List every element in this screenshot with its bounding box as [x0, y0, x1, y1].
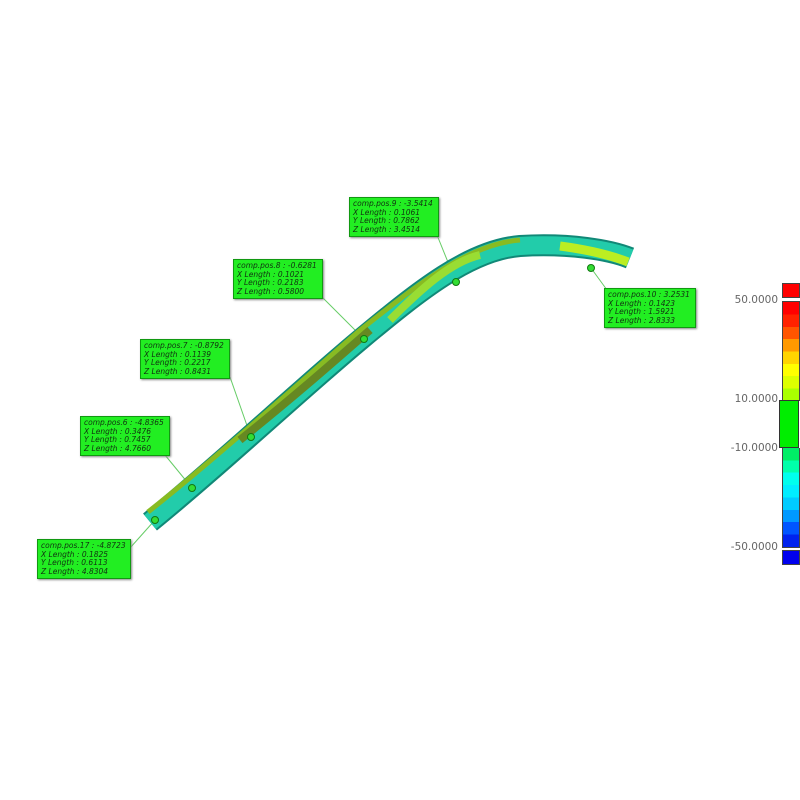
x-length: X Length : 0.1825 — [41, 549, 109, 559]
annotation-comp-pos-9[interactable]: comp.pos.9 : -3.5414 X Length : 0.1061 Y… — [349, 197, 439, 237]
z-length: Z Length : 0.5800 — [237, 286, 305, 296]
scale-label-10: 10.0000 — [734, 393, 778, 405]
annotation-comp-pos-7[interactable]: comp.pos.7 : -0.8792 X Length : 0.1139 Y… — [140, 339, 230, 379]
scale-label-minus-50: -50.0000 — [730, 541, 778, 553]
z-length: Z Length : 4.7660 — [84, 443, 152, 453]
z-length: Z Length : 3.4514 — [353, 224, 421, 234]
x-length: X Length : 0.1423 — [608, 298, 676, 308]
point-17 — [151, 516, 159, 524]
annotation-value: comp.pos.9 : -3.5414 — [353, 199, 433, 208]
tolerance-band — [779, 400, 799, 448]
over-limit-swatch — [782, 283, 800, 298]
measurement-points — [151, 264, 595, 524]
point-6 — [188, 484, 196, 492]
x-length: X Length : 0.1021 — [237, 269, 305, 279]
beam-part — [143, 234, 635, 531]
annotation-comp-pos-8[interactable]: comp.pos.8 : -0.6281 X Length : 0.1021 Y… — [233, 259, 323, 299]
annotation-value: comp.pos.6 : -4.8365 — [84, 418, 164, 427]
point-9 — [452, 278, 460, 286]
z-length: Z Length : 4.8304 — [41, 566, 109, 576]
annotation-value: comp.pos.10 : 3.2531 — [608, 290, 690, 299]
x-length: X Length : 0.3476 — [84, 426, 152, 436]
point-7 — [247, 433, 255, 441]
x-length: X Length : 0.1061 — [353, 207, 421, 217]
y-length: Y Length : 0.6113 — [41, 558, 108, 567]
z-length: Z Length : 2.8333 — [608, 315, 676, 325]
upper-band — [782, 301, 800, 401]
annotation-value: comp.pos.17 : -4.8723 — [41, 541, 126, 550]
annotation-comp-pos-6[interactable]: comp.pos.6 : -4.8365 X Length : 0.3476 Y… — [80, 416, 170, 456]
scale-label-minus-10: -10.0000 — [730, 442, 778, 454]
y-length: Y Length : 1.5921 — [608, 307, 675, 316]
point-8 — [360, 335, 368, 343]
annotation-comp-pos-17[interactable]: comp.pos.17 : -4.8723 X Length : 0.1825 … — [37, 539, 131, 579]
under-limit-swatch — [782, 550, 800, 565]
y-length: Y Length : 0.2183 — [237, 278, 304, 287]
annotation-comp-pos-10[interactable]: comp.pos.10 : 3.2531 X Length : 0.1423 Y… — [604, 288, 696, 328]
y-length: Y Length : 0.2217 — [144, 358, 211, 367]
y-length: Y Length : 0.7457 — [84, 435, 151, 444]
annotation-value: comp.pos.7 : -0.8792 — [144, 341, 224, 350]
lower-band — [782, 448, 800, 548]
z-length: Z Length : 0.8431 — [144, 366, 212, 376]
scale-label-50: 50.0000 — [734, 294, 778, 306]
point-10 — [587, 264, 595, 272]
y-length: Y Length : 0.7862 — [353, 216, 420, 225]
leader-lines — [129, 234, 608, 549]
annotation-value: comp.pos.8 : -0.6281 — [237, 261, 317, 270]
x-length: X Length : 0.1139 — [144, 349, 212, 359]
